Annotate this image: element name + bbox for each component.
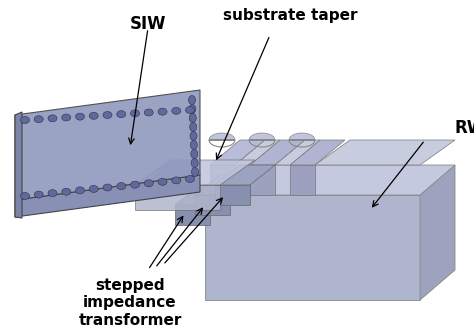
Ellipse shape	[172, 177, 181, 184]
Polygon shape	[315, 140, 455, 165]
Ellipse shape	[62, 188, 71, 195]
Ellipse shape	[117, 182, 126, 190]
Text: stepped
impedance
transformer: stepped impedance transformer	[78, 278, 182, 328]
Ellipse shape	[75, 187, 84, 194]
Ellipse shape	[117, 111, 126, 118]
Ellipse shape	[185, 107, 194, 114]
Text: SIW: SIW	[130, 15, 166, 33]
Ellipse shape	[103, 112, 112, 119]
Polygon shape	[145, 163, 200, 185]
Ellipse shape	[190, 131, 197, 140]
Polygon shape	[195, 195, 230, 215]
Polygon shape	[15, 112, 22, 218]
Polygon shape	[135, 185, 220, 210]
Polygon shape	[205, 165, 455, 195]
Ellipse shape	[158, 178, 167, 185]
Ellipse shape	[48, 115, 57, 122]
Text: substrate taper: substrate taper	[223, 8, 357, 23]
Polygon shape	[210, 165, 235, 195]
Ellipse shape	[191, 150, 198, 159]
Ellipse shape	[191, 140, 197, 150]
Ellipse shape	[103, 184, 112, 191]
Polygon shape	[195, 175, 255, 195]
Polygon shape	[135, 160, 255, 185]
Polygon shape	[15, 175, 200, 217]
Polygon shape	[420, 165, 455, 300]
Polygon shape	[215, 185, 250, 205]
Polygon shape	[215, 165, 275, 185]
Ellipse shape	[34, 116, 43, 123]
Ellipse shape	[191, 168, 199, 176]
Polygon shape	[249, 133, 275, 140]
Ellipse shape	[172, 107, 181, 114]
Polygon shape	[275, 140, 320, 165]
Ellipse shape	[89, 185, 98, 193]
Ellipse shape	[130, 181, 139, 188]
Ellipse shape	[189, 114, 196, 123]
Text: RWG: RWG	[455, 119, 474, 137]
Ellipse shape	[185, 175, 194, 182]
Ellipse shape	[34, 191, 43, 198]
Ellipse shape	[20, 193, 29, 200]
Polygon shape	[250, 140, 305, 165]
Polygon shape	[175, 205, 210, 225]
Ellipse shape	[48, 190, 57, 197]
Polygon shape	[290, 165, 315, 195]
Polygon shape	[289, 133, 315, 140]
Polygon shape	[250, 165, 275, 195]
Ellipse shape	[189, 104, 196, 114]
Ellipse shape	[62, 114, 71, 121]
Polygon shape	[235, 140, 280, 165]
Ellipse shape	[144, 109, 153, 116]
Ellipse shape	[158, 108, 167, 115]
Ellipse shape	[20, 117, 29, 124]
Ellipse shape	[144, 180, 153, 187]
Polygon shape	[15, 90, 200, 200]
Polygon shape	[205, 195, 420, 300]
Ellipse shape	[191, 159, 198, 168]
Ellipse shape	[190, 123, 197, 131]
Polygon shape	[175, 185, 235, 205]
Ellipse shape	[130, 110, 139, 117]
Polygon shape	[290, 140, 345, 165]
Polygon shape	[209, 133, 235, 140]
Polygon shape	[210, 140, 265, 165]
Ellipse shape	[75, 113, 84, 120]
Ellipse shape	[89, 112, 98, 119]
Ellipse shape	[189, 95, 195, 104]
